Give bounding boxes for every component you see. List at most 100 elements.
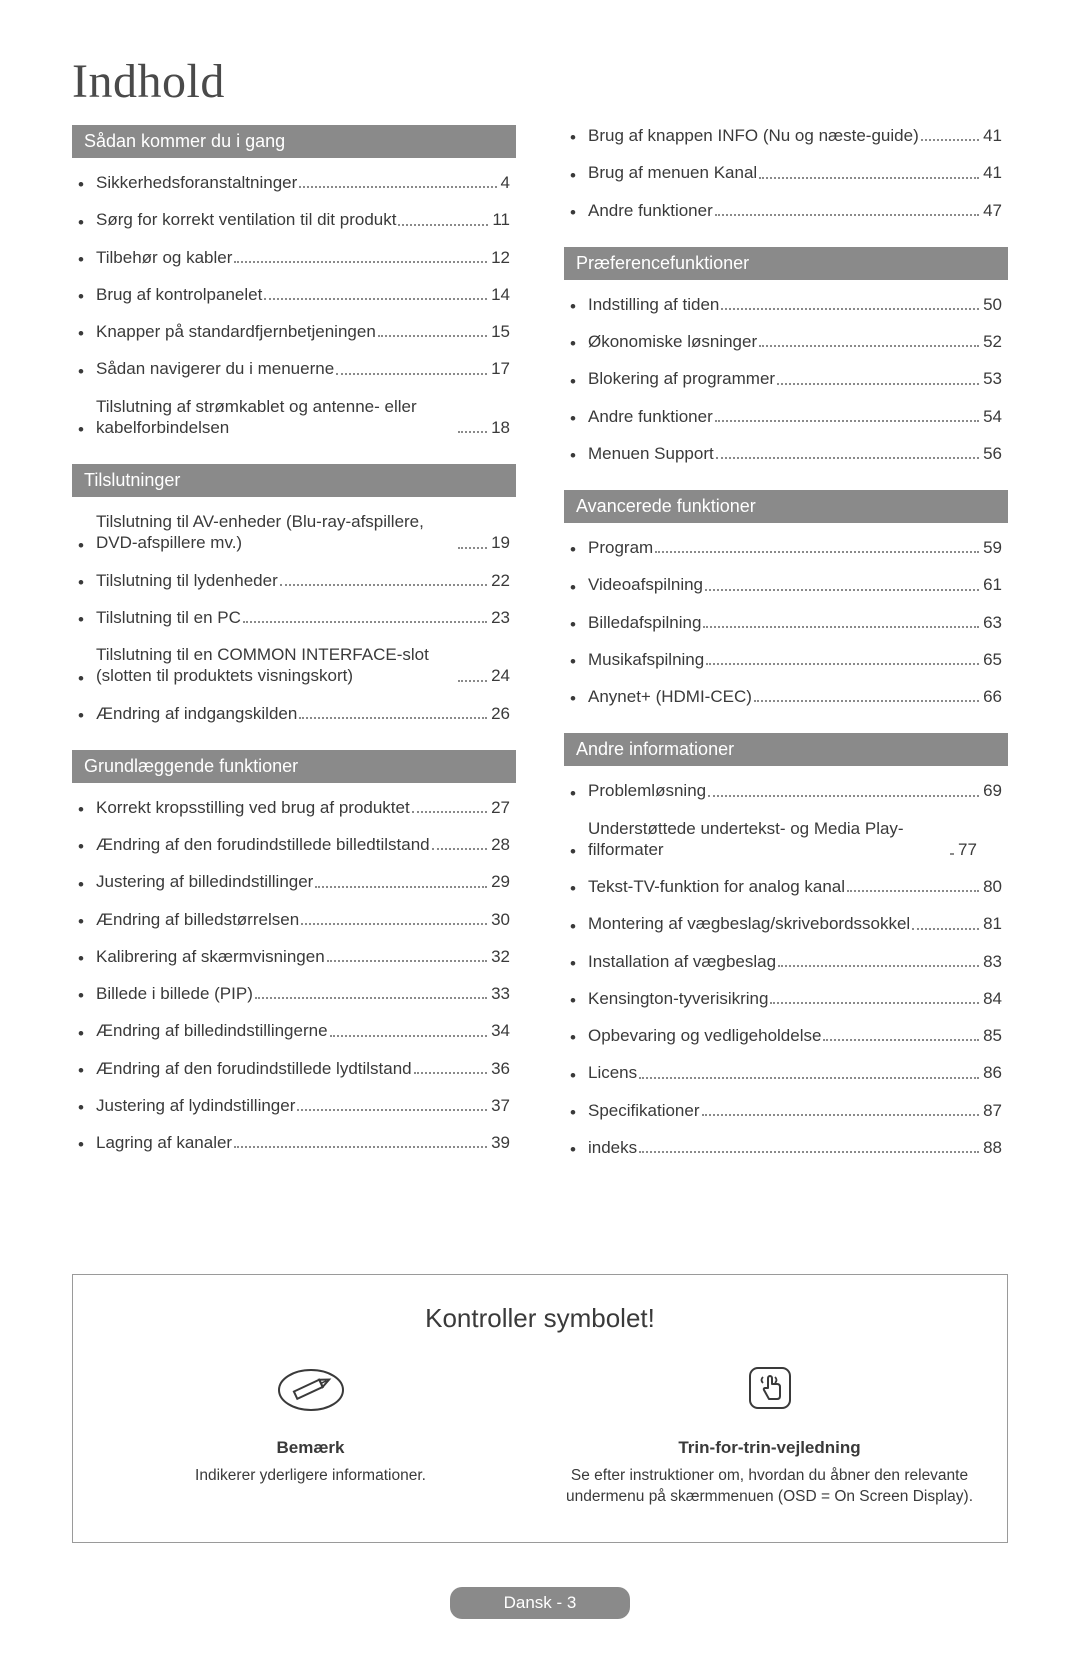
toc-label: Anynet+ (HDMI-CEC) (588, 686, 752, 707)
toc-page: 32 (489, 946, 510, 967)
toc-page: 17 (489, 358, 510, 379)
toc-item: •Andre funktioner54 (570, 406, 1002, 427)
toc-page: 47 (981, 200, 1002, 221)
toc-label: Tilslutning til AV-enheder (Blu-ray-afsp… (96, 511, 456, 554)
bullet-icon: • (78, 705, 96, 724)
bullet-icon: • (78, 874, 96, 893)
toc-item: •Opbevaring og vedligeholdelse85 (570, 1025, 1002, 1046)
toc-item: •Ændring af den forudindstillede billedt… (78, 834, 510, 855)
toc-item: •Økonomiske løsninger52 (570, 331, 1002, 352)
right-column: • Brug af knappen INFO (Nu og næste-guide… (564, 125, 1008, 1184)
toc-list: •Brug af knappen INFO (Nu og næste-guide… (564, 125, 1008, 221)
toc-item: •Tilslutning til AV-enheder (Blu-ray-afs… (78, 511, 510, 554)
symbol-note-label: Bemærk (101, 1438, 520, 1458)
toc-item: •Understøttede undertekst- og Media Play… (570, 818, 1002, 861)
toc-label: Tilslutning af strømkablet og antenne- e… (96, 396, 456, 439)
toc-page: 11 (490, 209, 510, 230)
leader-dots (378, 335, 487, 337)
toc-label: Tilslutning til en PC (96, 607, 241, 628)
toc-list: • Tilslutning til AV-enheder (Blu-ray-afs… (72, 511, 516, 724)
toc-page: 23 (489, 607, 510, 628)
section-heading: Avancerede funktioner (564, 490, 1008, 523)
toc-item: •Tilslutning til en PC 23 (78, 607, 510, 628)
toc-page: 22 (489, 570, 510, 591)
toc-page: 34 (489, 1020, 510, 1041)
toc-page: 54 (981, 406, 1002, 427)
bullet-icon: • (78, 609, 96, 628)
toc-item: •Musikafspilning65 (570, 649, 1002, 670)
leader-dots (414, 1072, 487, 1074)
toc-item: •Indstilling af tiden50 (570, 294, 1002, 315)
leader-dots (299, 186, 496, 188)
toc-label: Kensington-tyverisikring (588, 988, 768, 1009)
toc-page: 28 (489, 834, 510, 855)
leader-dots (655, 551, 979, 553)
toc-label: Ændring af indgangskilden (96, 703, 297, 724)
toc-item: •Tekst-TV-funktion for analog kanal80 (570, 876, 1002, 897)
toc-label: Tilbehør og kabler (96, 247, 232, 268)
toc-item: •Justering af billedindstillinger29 (78, 871, 510, 892)
toc-item: •Menuen Support56 (570, 443, 1002, 464)
section-heading: Tilslutninger (72, 464, 516, 497)
toc-label: Specifikationer (588, 1100, 700, 1121)
bullet-icon: • (570, 408, 588, 427)
leader-dots (716, 457, 979, 459)
symbol-guide: Trin-for-trin-vejledning Se efter instru… (560, 1356, 979, 1508)
toc-list: •Sikkerhedsforanstaltninger4•Sørg for ko… (72, 172, 516, 438)
leader-dots (759, 345, 979, 347)
bullet-icon: • (78, 668, 96, 687)
leader-dots (255, 997, 487, 999)
leader-dots (412, 811, 487, 813)
toc-label: Brug af knappen INFO (Nu og næste-guide) (588, 125, 919, 146)
toc-label: Montering af vægbeslag/skrivebordssokkel (588, 913, 910, 934)
toc-list: •Problemløsning69 •Understøttede undertek… (564, 780, 1008, 1158)
leader-dots (777, 383, 979, 385)
toc-page: 84 (981, 988, 1002, 1009)
leader-dots (759, 177, 979, 179)
toc-page: 41 (981, 162, 1002, 183)
leader-dots (297, 1109, 487, 1111)
bullet-icon: • (78, 174, 96, 193)
toc-item: •Problemløsning69 (570, 780, 1002, 801)
bullet-icon: • (78, 799, 96, 818)
toc-page: 50 (981, 294, 1002, 315)
toc-page: 53 (981, 368, 1002, 389)
bullet-icon: • (78, 323, 96, 342)
toc-label: Brug af kontrolpanelet (96, 284, 262, 305)
toc-item: •Sådan navigerer du i menuerne17 (78, 358, 510, 379)
toc-page: 87 (981, 1100, 1002, 1121)
leader-dots (327, 960, 487, 962)
footer-language-page: Dansk - 3 (450, 1587, 630, 1619)
toc-item: •Lagring af kanaler39 (78, 1132, 510, 1153)
toc-page: 36 (489, 1058, 510, 1079)
section-heading: Andre informationer (564, 733, 1008, 766)
left-column: Sådan kommer du i gang•Sikkerhedsforanst… (72, 125, 516, 1184)
bullet-icon: • (570, 990, 588, 1009)
toc-page: 88 (981, 1137, 1002, 1158)
toc-item: •Billedafspilning63 (570, 612, 1002, 633)
leader-dots (458, 547, 487, 549)
bullet-icon: • (570, 953, 588, 972)
toc-item: •Program59 (570, 537, 1002, 558)
bullet-icon: • (78, 1097, 96, 1116)
toc-item: •Sikkerhedsforanstaltninger4 (78, 172, 510, 193)
toc-item: •Kalibrering af skærmvisningen32 (78, 946, 510, 967)
toc-label: Ændring af den forudindstillede billedti… (96, 834, 430, 855)
leader-dots (299, 717, 487, 719)
toc-item: •Ændring af indgangskilden26 (78, 703, 510, 724)
toc-list: •Korrekt kropsstilling ved brug af produ… (72, 797, 516, 1154)
leader-dots (703, 626, 979, 628)
leader-dots (301, 923, 487, 925)
toc-label: Blokering af programmer (588, 368, 775, 389)
toc-page: 63 (981, 612, 1002, 633)
toc-item: •Tilslutning af strømkablet og antenne- … (78, 396, 510, 439)
toc-label: Andre funktioner (588, 200, 713, 221)
toc-item: •Ændring af den forudindstillede lydtils… (78, 1058, 510, 1079)
symbol-note: Bemærk Indikerer yderligere informatione… (101, 1356, 520, 1508)
section-heading: Præferencefunktioner (564, 247, 1008, 280)
toc-label: Indstilling af tiden (588, 294, 719, 315)
toc-item: •Specifikationer87 (570, 1100, 1002, 1121)
toc-page: 4 (499, 172, 510, 193)
leader-dots (702, 1114, 980, 1116)
toc-label: indeks (588, 1137, 637, 1158)
